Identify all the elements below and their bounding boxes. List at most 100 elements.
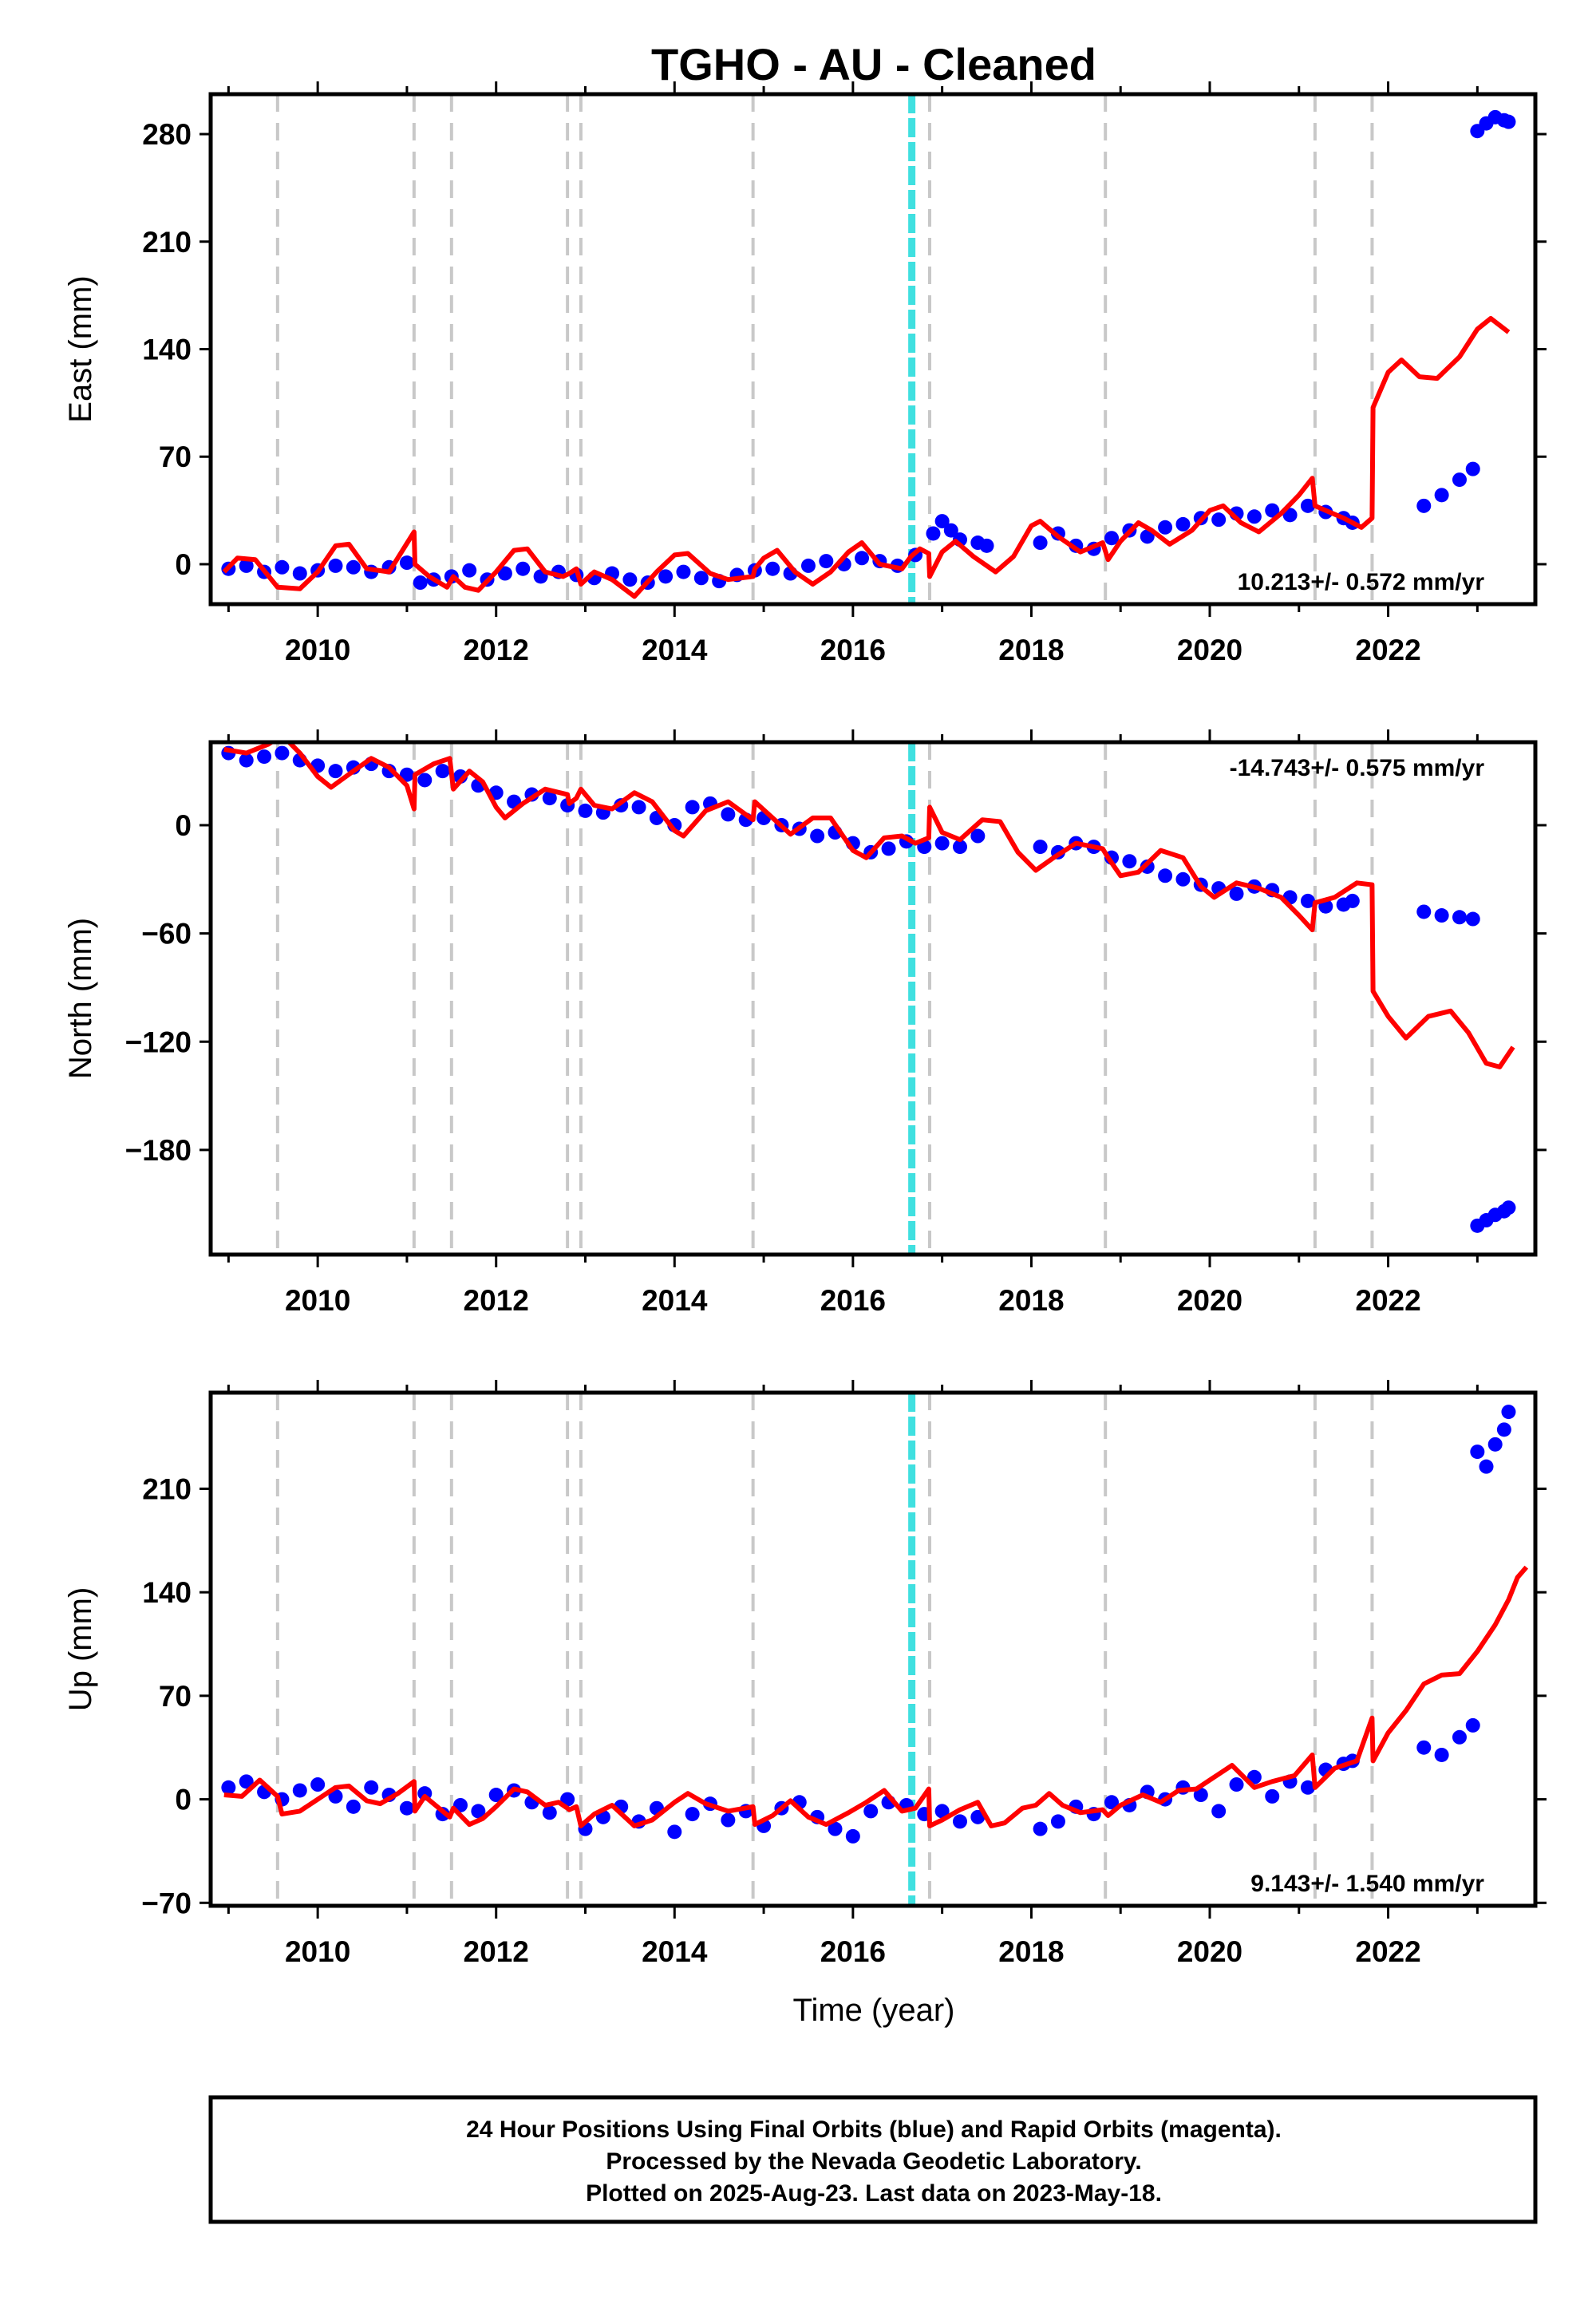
data-point bbox=[1470, 1445, 1485, 1460]
footer-line-2: Processed by the Nevada Geodetic Laborat… bbox=[606, 2148, 1141, 2175]
data-point bbox=[1122, 854, 1137, 869]
data-point bbox=[310, 1777, 326, 1792]
plot-frame bbox=[208, 740, 1538, 1257]
data-point bbox=[1501, 1405, 1516, 1420]
data-point bbox=[239, 753, 254, 768]
data-point bbox=[1479, 1459, 1494, 1474]
y-tick-label: 210 bbox=[142, 226, 192, 259]
x-tick-label: 2016 bbox=[820, 634, 886, 666]
x-tick-label: 2020 bbox=[1177, 1284, 1242, 1317]
x-tick-label: 2014 bbox=[642, 634, 708, 666]
up-panel: −70 0 70 140 210 2010 2012 2014 2016 2018 2020 2022… bbox=[63, 1380, 1547, 1968]
data-point bbox=[516, 561, 531, 576]
data-point bbox=[275, 745, 290, 761]
data-point bbox=[810, 828, 825, 844]
data-point bbox=[693, 571, 709, 586]
up-points bbox=[221, 1405, 1516, 1844]
y-axis-label: East (mm) bbox=[63, 275, 98, 422]
data-point bbox=[328, 764, 343, 779]
footer-frame bbox=[208, 2095, 1538, 2224]
x-tick-label: 2018 bbox=[998, 1284, 1064, 1317]
data-point bbox=[462, 563, 477, 578]
data-point bbox=[399, 767, 414, 782]
data-point bbox=[970, 828, 986, 844]
data-point bbox=[952, 1814, 967, 1829]
y-tick-label: 210 bbox=[142, 1472, 192, 1505]
data-point bbox=[364, 1780, 379, 1795]
y-tick-label: 0 bbox=[175, 548, 192, 581]
data-point bbox=[979, 538, 994, 553]
data-point bbox=[1229, 886, 1244, 901]
data-point bbox=[1416, 1740, 1432, 1755]
data-point bbox=[399, 1800, 414, 1816]
data-point bbox=[1300, 893, 1315, 908]
data-point bbox=[881, 841, 896, 856]
data-point bbox=[1501, 114, 1516, 129]
data-point bbox=[1300, 1780, 1315, 1795]
plot-frame bbox=[208, 92, 1538, 607]
data-point bbox=[685, 1807, 700, 1822]
x-tick-label: 2022 bbox=[1355, 1284, 1420, 1317]
y-tick-label: −70 bbox=[141, 1887, 192, 1919]
data-point bbox=[1501, 1200, 1516, 1215]
data-point bbox=[542, 1805, 557, 1820]
x-tick-label: 2016 bbox=[820, 1935, 886, 1968]
data-point bbox=[1465, 1717, 1480, 1733]
data-point bbox=[1158, 520, 1173, 535]
data-point bbox=[926, 526, 941, 541]
footer-line-1: 24 Hour Positions Using Final Orbits (bl… bbox=[466, 2116, 1282, 2143]
data-point bbox=[1033, 840, 1048, 855]
east-model-line bbox=[222, 316, 1511, 599]
x-tick-label: 2010 bbox=[285, 1284, 350, 1317]
x-tick-label: 2012 bbox=[464, 1284, 529, 1317]
data-point bbox=[328, 558, 343, 573]
y-axis-label: Up (mm) bbox=[63, 1587, 98, 1712]
y-tick-label: −60 bbox=[141, 918, 192, 951]
velocity-rate-label: 9.143+/- 1.540 mm/yr bbox=[1250, 1871, 1484, 1897]
data-point bbox=[819, 554, 834, 569]
data-point bbox=[1452, 910, 1467, 925]
y-tick-label: 140 bbox=[142, 334, 192, 366]
y-tick-label: −120 bbox=[125, 1026, 192, 1058]
data-point bbox=[471, 1804, 486, 1819]
x-tick-label: 2014 bbox=[642, 1935, 708, 1968]
x-tick-label: 2016 bbox=[820, 1284, 886, 1317]
data-point bbox=[346, 559, 361, 575]
footer-line-3: Plotted on 2025-Aug-23. Last data on 202… bbox=[586, 2180, 1162, 2207]
data-point bbox=[413, 575, 428, 591]
x-tick-label: 2018 bbox=[998, 634, 1064, 666]
data-point bbox=[1434, 908, 1449, 923]
data-point bbox=[1104, 531, 1120, 546]
y-tick-label: 280 bbox=[142, 118, 192, 151]
x-tick-label: 2012 bbox=[464, 1935, 529, 1968]
data-point bbox=[1434, 1747, 1449, 1762]
data-point bbox=[399, 555, 414, 571]
x-tick-label: 2010 bbox=[285, 634, 350, 666]
up-model-line bbox=[223, 1565, 1529, 1828]
data-point bbox=[1033, 1821, 1048, 1836]
x-tick-label: 2010 bbox=[285, 1935, 350, 1968]
x-tick-label: 2018 bbox=[998, 1935, 1064, 1968]
data-point bbox=[934, 514, 950, 529]
data-point bbox=[934, 836, 950, 851]
data-point bbox=[1434, 488, 1449, 503]
data-point bbox=[417, 773, 433, 788]
data-point bbox=[239, 558, 254, 573]
data-point bbox=[1452, 1729, 1467, 1745]
data-point bbox=[1496, 1422, 1511, 1437]
data-point bbox=[560, 1792, 575, 1807]
east-panel: 0 70 140 210 280 2010 2012 2014 2016 2018 2020 2022… bbox=[63, 81, 1547, 666]
data-point bbox=[1158, 868, 1173, 883]
data-point bbox=[292, 1783, 307, 1798]
velocity-rate-label: 10.213+/- 0.572 mm/yr bbox=[1238, 569, 1485, 595]
data-point bbox=[685, 800, 700, 815]
data-point bbox=[435, 764, 450, 779]
data-point bbox=[1050, 1814, 1065, 1829]
data-point bbox=[721, 1812, 736, 1828]
data-point bbox=[1193, 1788, 1208, 1803]
data-point bbox=[346, 1799, 361, 1814]
y-tick-label: 0 bbox=[175, 1784, 192, 1816]
x-tick-label: 2022 bbox=[1355, 1935, 1420, 1968]
data-point bbox=[765, 561, 780, 576]
